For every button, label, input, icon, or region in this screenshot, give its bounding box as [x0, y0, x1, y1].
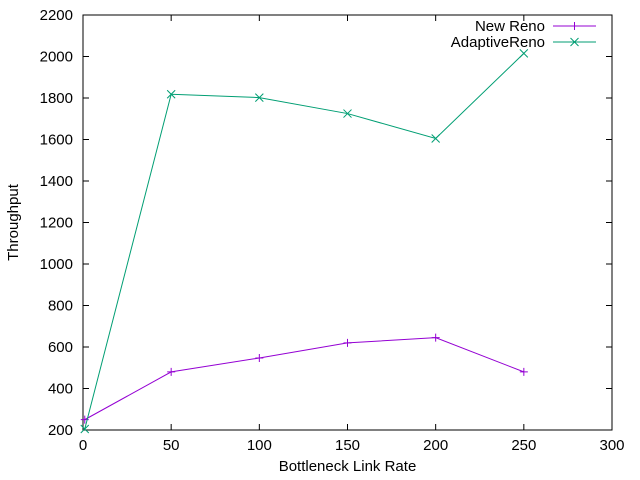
data-point-plus — [343, 338, 352, 347]
x-tick-label: 100 — [247, 437, 272, 454]
data-point-cross — [80, 424, 90, 434]
data-point-cross — [343, 109, 352, 118]
x-axis: 0 50 100 150 200 250 300 — [79, 15, 625, 454]
y-tick-label: 400 — [48, 381, 73, 398]
series-0 — [80, 333, 528, 424]
plot-frame — [82, 14, 613, 431]
legend-label: New Reno — [475, 18, 545, 35]
x-tick-label: 250 — [511, 437, 536, 454]
data-point-plus — [167, 367, 176, 376]
data-point-cross — [254, 93, 264, 102]
data-point-cross — [570, 37, 579, 47]
data-point-plus — [255, 353, 264, 362]
series-line — [84, 337, 525, 421]
x-tick-label: 200 — [423, 437, 448, 454]
x-tick-label: 150 — [335, 437, 360, 454]
y-tick-label: 1200 — [40, 215, 73, 232]
x-tick-label: 300 — [599, 437, 624, 454]
x-tick-label: 0 — [79, 437, 87, 454]
y-tick-label: 2000 — [40, 49, 73, 66]
data-point-plus — [519, 367, 528, 376]
data-point-plus — [431, 333, 440, 342]
series-1 — [80, 49, 529, 434]
series-layer — [80, 49, 529, 434]
data-point-cross — [519, 49, 529, 58]
series-line — [84, 53, 525, 430]
y-axis-label: Throughput — [5, 183, 22, 261]
y-tick-label: 2200 — [40, 7, 73, 24]
y-axis: 200 400 600 800 1000 1200 1400 1600 1800 2000 2200 — [40, 7, 612, 439]
y-tick-label: 1800 — [40, 90, 73, 107]
legend-label: AdaptiveReno — [451, 34, 545, 51]
y-tick-label: 200 — [48, 422, 73, 439]
y-tick-label: 600 — [48, 339, 73, 356]
y-tick-label: 800 — [48, 298, 73, 315]
data-point-plus — [570, 22, 579, 30]
y-tick-label: 1400 — [40, 173, 73, 190]
data-point-cross — [166, 89, 176, 99]
y-tick-label: 1000 — [40, 256, 73, 273]
y-tick-label: 1600 — [40, 132, 73, 149]
x-tick-label: 50 — [163, 437, 180, 454]
data-point-cross — [431, 134, 441, 143]
x-axis-label: Bottleneck Link Rate — [279, 458, 417, 475]
